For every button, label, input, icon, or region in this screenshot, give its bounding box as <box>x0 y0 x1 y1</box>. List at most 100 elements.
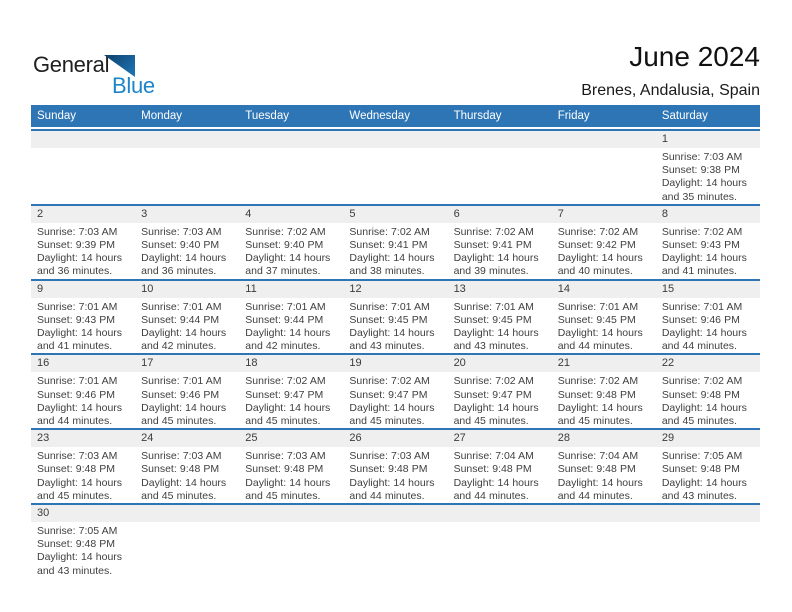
sunrise-text: Sunrise: 7:01 AM <box>37 375 118 388</box>
sunrise-text: Sunrise: 7:01 AM <box>453 300 534 313</box>
daylight-text: Daylight: 14 hours and 44 minutes. <box>349 476 435 502</box>
day-number: 17 <box>141 357 154 370</box>
daylight-text: Daylight: 14 hours and 44 minutes. <box>557 327 643 353</box>
sunset-text: Sunset: 9:46 PM <box>37 388 116 401</box>
sunrise-text: Sunrise: 7:05 AM <box>37 525 118 538</box>
day-number: 1 <box>661 133 668 145</box>
sunset-text: Sunset: 9:41 PM <box>453 239 532 252</box>
sunrise-text: Sunrise: 7:02 AM <box>453 225 534 238</box>
day-number-band: 30 <box>31 505 760 523</box>
day-number-band: 1 <box>31 131 760 148</box>
title-block: June 2024 Brenes, Andalusia, Spain <box>581 40 760 100</box>
sunrise-text: Sunrise: 7:01 AM <box>141 300 222 313</box>
empty-day-cell <box>552 522 656 578</box>
sunset-text: Sunset: 9:45 PM <box>453 313 532 326</box>
empty-day-number <box>552 505 656 522</box>
sunrise-text: Sunrise: 7:02 AM <box>245 225 326 238</box>
empty-day-cell <box>135 522 239 578</box>
week-row: 1 Sunrise: 7:03 AM Sunset: 9:38 PM Daylight… <box>31 129 760 204</box>
calendar-grid: Sunday Monday Tuesday Wednesday Thursday Frid… <box>31 105 760 578</box>
day-number: 14 <box>557 282 570 295</box>
empty-day-number <box>239 505 343 522</box>
sunset-text: Sunset: 9:48 PM <box>661 388 740 401</box>
sunset-text: Sunset: 9:42 PM <box>557 239 636 252</box>
sunrise-text: Sunrise: 7:02 AM <box>349 375 430 388</box>
day-cell: Sunrise: 7:02 AM Sunset: 9:40 PM Daylight:… <box>239 223 343 279</box>
day-cell: Sunrise: 7:01 AM Sunset: 9:43 PM Daylight:… <box>31 298 135 354</box>
day-number: 28 <box>557 432 570 445</box>
sunrise-text: Sunrise: 7:02 AM <box>557 225 639 238</box>
daylight-text: Daylight: 14 hours and 45 minutes. <box>453 401 539 428</box>
daylight-text: Daylight: 14 hours and 42 minutes. <box>245 327 331 353</box>
sunset-text: Sunset: 9:45 PM <box>557 313 636 326</box>
weekday-header: Thursday <box>453 110 502 122</box>
empty-day-cell <box>448 148 552 204</box>
daylight-text: Daylight: 14 hours and 44 minutes. <box>557 476 643 502</box>
week-row: 9 10 11 12 13 14 15 Sunrise: 7:01 AM Sunset: 9:4… <box>31 278 760 354</box>
day-details-band: Sunrise: 7:03 AM Sunset: 9:39 PM Daylight:… <box>31 223 760 279</box>
sunset-text: Sunset: 9:39 PM <box>37 239 116 252</box>
daylight-text: Daylight: 14 hours and 45 minutes. <box>349 401 435 428</box>
day-cell: Sunrise: 7:03 AM Sunset: 9:48 PM Daylight:… <box>239 447 343 503</box>
week-row: 30 Sunrise: 7:05 AM Sunset: 9:48 PM Dayligh… <box>31 503 760 578</box>
daylight-text: Daylight: 14 hours and 42 minutes. <box>141 327 227 353</box>
daylight-text: Daylight: 14 hours and 43 minutes. <box>37 551 123 577</box>
sunset-text: Sunset: 9:40 PM <box>141 239 220 252</box>
sunrise-text: Sunrise: 7:02 AM <box>245 375 326 388</box>
sunset-text: Sunset: 9:41 PM <box>349 239 428 252</box>
day-cell: Sunrise: 7:03 AM Sunset: 9:38 PM Daylight:… <box>656 148 760 204</box>
sunrise-text: Sunrise: 7:01 AM <box>661 300 743 313</box>
daylight-text: Daylight: 14 hours and 41 minutes. <box>661 252 747 278</box>
day-number: 20 <box>453 357 466 370</box>
daylight-text: Daylight: 14 hours and 37 minutes. <box>245 252 331 278</box>
sunset-text: Sunset: 9:47 PM <box>349 388 428 401</box>
month-title: June 2024 <box>629 41 760 72</box>
day-cell: Sunrise: 7:03 AM Sunset: 9:48 PM Daylight:… <box>343 447 447 503</box>
daylight-text: Daylight: 14 hours and 44 minutes. <box>453 476 539 502</box>
day-details-band: Sunrise: 7:03 AM Sunset: 9:48 PM Daylight:… <box>31 447 760 503</box>
day-number: 22 <box>661 357 675 370</box>
day-number: 21 <box>557 357 570 370</box>
empty-day-cell <box>343 522 447 578</box>
day-number: 2 <box>37 207 44 220</box>
daylight-text: Daylight: 14 hours and 45 minutes. <box>557 401 643 428</box>
day-cell: Sunrise: 7:02 AM Sunset: 9:47 PM Daylight:… <box>239 372 343 428</box>
sunset-text: Sunset: 9:44 PM <box>245 313 324 326</box>
weekday-header: Monday <box>141 110 183 122</box>
daylight-text: Daylight: 14 hours and 45 minutes. <box>141 476 227 502</box>
empty-day-number <box>343 131 447 148</box>
day-number: 11 <box>245 282 257 295</box>
day-details-band: Sunrise: 7:05 AM Sunset: 9:48 PM Daylight:… <box>31 522 760 578</box>
day-number: 13 <box>453 282 466 295</box>
empty-day-number <box>239 131 343 148</box>
day-cell: Sunrise: 7:01 AM Sunset: 9:44 PM Daylight:… <box>239 298 343 354</box>
logo-text-blue: Blue <box>112 73 155 98</box>
day-cell: Sunrise: 7:02 AM Sunset: 9:41 PM Daylight:… <box>343 223 447 279</box>
day-number: 12 <box>349 282 362 295</box>
empty-day-cell <box>552 148 656 204</box>
day-number: 27 <box>453 432 466 445</box>
empty-day-number <box>31 131 135 148</box>
day-cell: Sunrise: 7:01 AM Sunset: 9:46 PM Daylight:… <box>656 298 760 354</box>
daylight-text: Daylight: 14 hours and 36 minutes. <box>141 252 227 278</box>
sunrise-text: Sunrise: 7:02 AM <box>557 375 639 388</box>
daylight-text: Daylight: 14 hours and 43 minutes. <box>349 327 435 353</box>
daylight-text: Daylight: 14 hours and 43 minutes. <box>661 476 747 502</box>
day-cell: Sunrise: 7:03 AM Sunset: 9:48 PM Daylight:… <box>31 447 135 503</box>
day-cell: Sunrise: 7:02 AM Sunset: 9:47 PM Daylight:… <box>343 372 447 428</box>
general-blue-logo: General Blue <box>33 50 173 100</box>
day-number: 6 <box>453 207 460 220</box>
sunrise-text: Sunrise: 7:01 AM <box>37 300 118 313</box>
sunrise-text: Sunrise: 7:03 AM <box>141 225 222 238</box>
daylight-text: Daylight: 14 hours and 39 minutes. <box>453 252 539 278</box>
empty-day-cell <box>135 148 239 204</box>
sunrise-text: Sunrise: 7:03 AM <box>349 450 430 463</box>
daylight-text: Daylight: 14 hours and 38 minutes. <box>349 252 435 278</box>
daylight-text: Daylight: 14 hours and 43 minutes. <box>453 327 539 353</box>
sunrise-text: Sunrise: 7:03 AM <box>141 450 222 463</box>
day-cell: Sunrise: 7:01 AM Sunset: 9:45 PM Daylight:… <box>552 298 656 354</box>
weekday-header: Sunday <box>37 110 77 122</box>
day-number: 29 <box>661 432 675 445</box>
daylight-text: Daylight: 14 hours and 41 minutes. <box>37 327 123 353</box>
sunset-text: Sunset: 9:44 PM <box>141 313 220 326</box>
